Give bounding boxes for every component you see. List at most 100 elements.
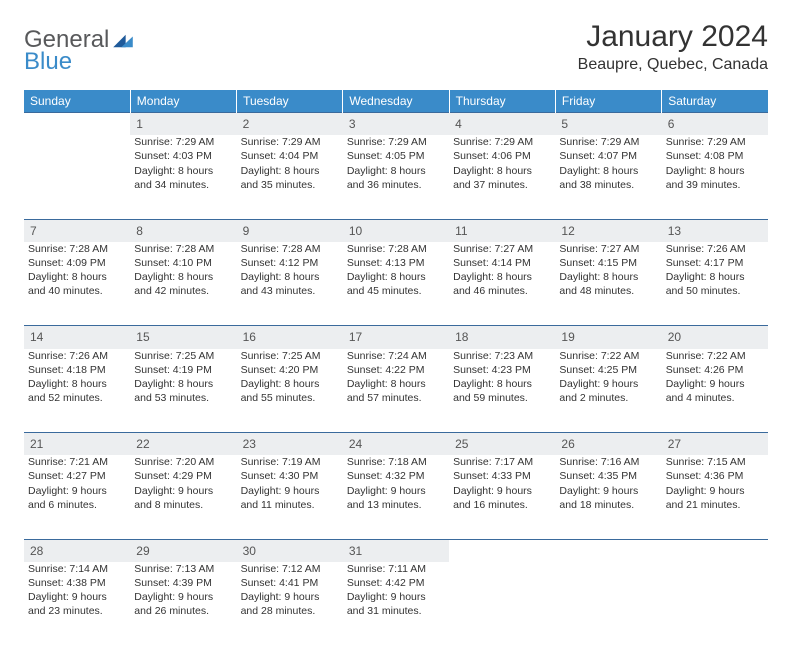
daylight-line1: Daylight: 9 hours	[241, 590, 339, 604]
daylight-line1: Daylight: 9 hours	[347, 590, 445, 604]
sunset: Sunset: 4:29 PM	[134, 469, 232, 483]
sunrise: Sunrise: 7:28 AM	[241, 242, 339, 256]
daylight-line2: and 34 minutes.	[134, 178, 232, 192]
daylight-line1: Daylight: 8 hours	[666, 164, 764, 178]
sunset: Sunset: 4:07 PM	[559, 149, 657, 163]
daylight-line2: and 45 minutes.	[347, 284, 445, 298]
sunset: Sunset: 4:20 PM	[241, 363, 339, 377]
day-cell: Sunrise: 7:27 AMSunset: 4:14 PMDaylight:…	[449, 242, 555, 326]
day-number: 9	[237, 219, 343, 242]
day-number: 24	[343, 433, 449, 456]
day-cell: Sunrise: 7:12 AMSunset: 4:41 PMDaylight:…	[237, 562, 343, 646]
daylight-line1: Daylight: 8 hours	[347, 270, 445, 284]
day-number: 18	[449, 326, 555, 349]
sunrise: Sunrise: 7:22 AM	[559, 349, 657, 363]
sunrise: Sunrise: 7:25 AM	[241, 349, 339, 363]
sunrise: Sunrise: 7:28 AM	[134, 242, 232, 256]
day-number: 1	[130, 113, 236, 136]
daylight-line1: Daylight: 8 hours	[347, 164, 445, 178]
sunrise: Sunrise: 7:27 AM	[559, 242, 657, 256]
sunset: Sunset: 4:30 PM	[241, 469, 339, 483]
day-header: Tuesday	[237, 90, 343, 113]
title-block: January 2024 Beaupre, Quebec, Canada	[578, 20, 768, 74]
day-number: 2	[237, 113, 343, 136]
content-row: Sunrise: 7:26 AMSunset: 4:18 PMDaylight:…	[24, 349, 768, 433]
sunrise: Sunrise: 7:29 AM	[666, 135, 764, 149]
daylight-line1: Daylight: 8 hours	[28, 377, 126, 391]
sunrise: Sunrise: 7:23 AM	[453, 349, 551, 363]
daylight-line2: and 36 minutes.	[347, 178, 445, 192]
daylight-line1: Daylight: 9 hours	[347, 484, 445, 498]
day-cell: Sunrise: 7:16 AMSunset: 4:35 PMDaylight:…	[555, 455, 661, 539]
day-number: 28	[24, 539, 130, 562]
sunrise: Sunrise: 7:29 AM	[559, 135, 657, 149]
sunset: Sunset: 4:39 PM	[134, 576, 232, 590]
sunset: Sunset: 4:06 PM	[453, 149, 551, 163]
sunset: Sunset: 4:17 PM	[666, 256, 764, 270]
day-cell: Sunrise: 7:20 AMSunset: 4:29 PMDaylight:…	[130, 455, 236, 539]
day-number: 19	[555, 326, 661, 349]
day-number: 8	[130, 219, 236, 242]
daylight-line2: and 11 minutes.	[241, 498, 339, 512]
daylight-line1: Daylight: 8 hours	[241, 270, 339, 284]
sunset: Sunset: 4:13 PM	[347, 256, 445, 270]
daylight-line1: Daylight: 9 hours	[241, 484, 339, 498]
day-cell: Sunrise: 7:22 AMSunset: 4:26 PMDaylight:…	[662, 349, 768, 433]
sunrise: Sunrise: 7:13 AM	[134, 562, 232, 576]
day-number: 15	[130, 326, 236, 349]
content-row: Sunrise: 7:29 AMSunset: 4:03 PMDaylight:…	[24, 135, 768, 219]
daylight-line2: and 38 minutes.	[559, 178, 657, 192]
day-number: 7	[24, 219, 130, 242]
sunset: Sunset: 4:08 PM	[666, 149, 764, 163]
day-number: 23	[237, 433, 343, 456]
daylight-line1: Daylight: 8 hours	[241, 164, 339, 178]
sunrise: Sunrise: 7:16 AM	[559, 455, 657, 469]
day-cell	[555, 562, 661, 646]
daylight-line2: and 2 minutes.	[559, 391, 657, 405]
sunrise: Sunrise: 7:27 AM	[453, 242, 551, 256]
logo-text-blue: Blue	[24, 48, 133, 76]
day-number: 27	[662, 433, 768, 456]
day-cell	[449, 562, 555, 646]
sunrise: Sunrise: 7:15 AM	[666, 455, 764, 469]
daylight-line1: Daylight: 8 hours	[559, 270, 657, 284]
daylight-line2: and 4 minutes.	[666, 391, 764, 405]
daylight-line2: and 57 minutes.	[347, 391, 445, 405]
day-number: 21	[24, 433, 130, 456]
daylight-line2: and 37 minutes.	[453, 178, 551, 192]
sunset: Sunset: 4:23 PM	[453, 363, 551, 377]
day-number: 5	[555, 113, 661, 136]
sunset: Sunset: 4:36 PM	[666, 469, 764, 483]
day-cell: Sunrise: 7:29 AMSunset: 4:06 PMDaylight:…	[449, 135, 555, 219]
daylight-line1: Daylight: 8 hours	[453, 270, 551, 284]
day-number	[24, 113, 130, 136]
day-header: Thursday	[449, 90, 555, 113]
sunset: Sunset: 4:27 PM	[28, 469, 126, 483]
daylight-line1: Daylight: 8 hours	[134, 377, 232, 391]
sunset: Sunset: 4:35 PM	[559, 469, 657, 483]
day-header: Friday	[555, 90, 661, 113]
day-cell: Sunrise: 7:24 AMSunset: 4:22 PMDaylight:…	[343, 349, 449, 433]
day-cell: Sunrise: 7:13 AMSunset: 4:39 PMDaylight:…	[130, 562, 236, 646]
daylight-line1: Daylight: 9 hours	[453, 484, 551, 498]
day-number	[555, 539, 661, 562]
day-cell: Sunrise: 7:17 AMSunset: 4:33 PMDaylight:…	[449, 455, 555, 539]
daynum-row: 21222324252627	[24, 433, 768, 456]
day-cell: Sunrise: 7:11 AMSunset: 4:42 PMDaylight:…	[343, 562, 449, 646]
day-cell: Sunrise: 7:28 AMSunset: 4:12 PMDaylight:…	[237, 242, 343, 326]
daylight-line2: and 55 minutes.	[241, 391, 339, 405]
daylight-line2: and 42 minutes.	[134, 284, 232, 298]
sunrise: Sunrise: 7:28 AM	[28, 242, 126, 256]
daylight-line1: Daylight: 8 hours	[559, 164, 657, 178]
day-number: 12	[555, 219, 661, 242]
daylight-line1: Daylight: 8 hours	[28, 270, 126, 284]
day-cell: Sunrise: 7:19 AMSunset: 4:30 PMDaylight:…	[237, 455, 343, 539]
sunrise: Sunrise: 7:28 AM	[347, 242, 445, 256]
sunrise: Sunrise: 7:14 AM	[28, 562, 126, 576]
day-cell: Sunrise: 7:26 AMSunset: 4:18 PMDaylight:…	[24, 349, 130, 433]
daynum-row: 123456	[24, 113, 768, 136]
sunset: Sunset: 4:15 PM	[559, 256, 657, 270]
day-cell: Sunrise: 7:21 AMSunset: 4:27 PMDaylight:…	[24, 455, 130, 539]
day-number: 13	[662, 219, 768, 242]
daylight-line1: Daylight: 9 hours	[666, 484, 764, 498]
